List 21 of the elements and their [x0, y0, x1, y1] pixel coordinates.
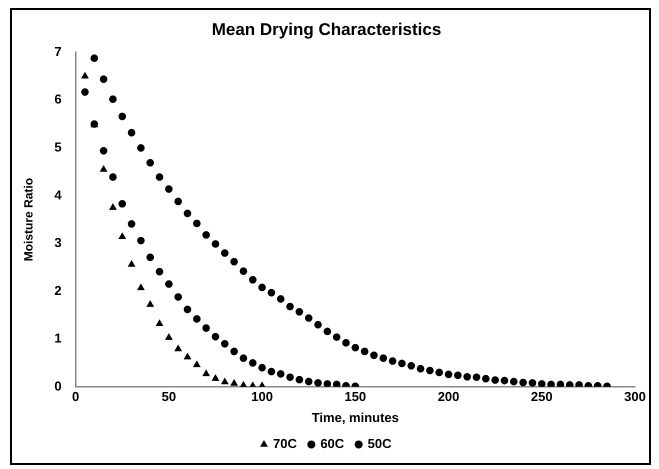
legend-label: 50C	[368, 436, 392, 452]
x-tick-label: 0	[72, 389, 80, 404]
x-tick-label: 250	[530, 389, 553, 404]
chart-title: Mean Drying Characteristics	[212, 20, 442, 39]
x-tick-label: 100	[251, 389, 273, 404]
y-tick-label: 5	[54, 140, 62, 155]
x-tick-label: 50	[162, 389, 176, 404]
y-tick-label: 7	[54, 44, 62, 59]
legend-label: 70C	[272, 436, 298, 452]
y-tick-label: 4	[54, 187, 62, 202]
x-tick-label: 200	[438, 389, 460, 404]
y-tick-label: 3	[54, 235, 62, 250]
y-tick-label: 6	[54, 92, 62, 107]
y-tick-label: 2	[54, 282, 62, 298]
y-tick-label: 1	[54, 330, 62, 346]
y-tick-label: 0	[54, 378, 62, 394]
x-tick-label: 300	[624, 389, 646, 404]
legend-label: 60C	[320, 436, 345, 452]
x-tick-label: 150	[344, 389, 366, 404]
y-axis-title: Moisture Ratio	[22, 178, 36, 262]
x-axis-title: Time, minutes	[312, 410, 399, 425]
